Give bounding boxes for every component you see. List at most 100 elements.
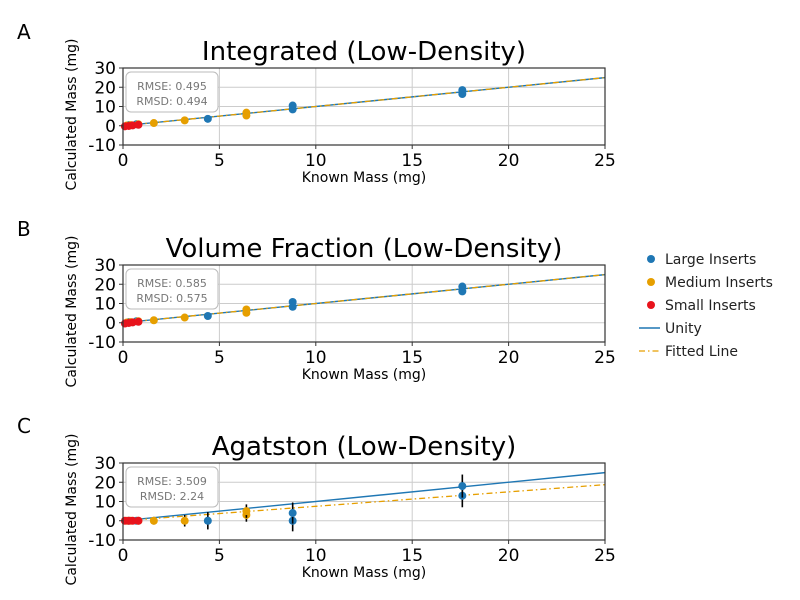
series-small-inserts	[120, 317, 143, 328]
data-point	[242, 108, 251, 117]
legend-label: Unity	[665, 321, 702, 337]
panel-title: Volume Fraction (Low-Density)	[166, 234, 563, 264]
x-tick-label: 20	[498, 348, 520, 368]
legend-marker	[647, 255, 655, 263]
y-tick-label: 10	[94, 295, 116, 315]
y-tick-label: 20	[94, 275, 116, 295]
stats-box: RMSE: 0.495 RMSD: 0.494	[125, 71, 219, 113]
legend-label: Large Inserts	[665, 252, 756, 268]
y-tick-label: 20	[94, 78, 116, 98]
data-point	[458, 282, 467, 291]
x-tick-label: 20	[498, 546, 520, 566]
data-point	[203, 516, 212, 525]
stats-box-frame	[125, 71, 219, 113]
y-tick-label: 0	[105, 117, 116, 137]
data-point	[458, 482, 467, 491]
legend-marker	[647, 301, 655, 309]
x-tick-label: 5	[214, 546, 225, 566]
series-small-inserts	[120, 516, 143, 525]
rmse-text: RMSE: 0.495	[137, 80, 207, 93]
data-point	[149, 316, 158, 325]
rmsd-text: RMSD: 2.24	[140, 490, 204, 503]
panel-letter: C	[17, 414, 31, 438]
data-point	[134, 516, 143, 525]
x-tick-label: 0	[118, 151, 129, 171]
data-point	[203, 114, 212, 123]
legend-item: Fitted Line	[639, 344, 738, 360]
x-tick-label: 10	[305, 546, 327, 566]
unity-line	[122, 273, 606, 324]
stats-box: RMSE: 0.585 RMSD: 0.575	[125, 268, 219, 310]
legend-item: Unity	[639, 321, 702, 337]
data-point	[180, 313, 189, 322]
x-tick-label: 0	[118, 348, 129, 368]
rmse-text: RMSE: 0.585	[137, 277, 207, 290]
y-tick-label: 30	[94, 59, 116, 79]
x-tick-label: 25	[594, 151, 616, 171]
data-point	[128, 121, 137, 130]
data-point	[242, 305, 251, 314]
x-axis-label: Known Mass (mg)	[302, 367, 427, 383]
legend-label: Medium Inserts	[665, 275, 773, 291]
data-point	[128, 516, 137, 525]
x-tick-label: 15	[401, 546, 423, 566]
panel-b: B Volume Fraction (Low-Density) RMSE: 0.58…	[17, 217, 616, 387]
legend-item: Small Inserts	[647, 298, 756, 314]
y-tick-label: 30	[94, 454, 116, 474]
rmse-text: RMSE: 3.509	[137, 475, 207, 488]
data-point	[288, 297, 297, 306]
x-tick-label: 10	[305, 348, 327, 368]
data-point	[458, 86, 467, 95]
x-tick-label: 5	[214, 348, 225, 368]
y-tick-label: 10	[94, 493, 116, 513]
unity-line	[122, 471, 606, 522]
data-point	[134, 120, 143, 129]
x-tick-label: 20	[498, 151, 520, 171]
data-point	[149, 516, 158, 525]
legend: Large Inserts Medium Inserts Small Inserts…	[639, 252, 773, 360]
series-small-inserts	[120, 120, 143, 131]
legend-label: Small Inserts	[665, 298, 756, 314]
legend-item: Medium Inserts	[647, 275, 773, 291]
legend-label: Fitted Line	[665, 344, 738, 360]
y-tick-label: 30	[94, 256, 116, 276]
stats-box-frame	[125, 466, 219, 508]
x-tick-label: 25	[594, 546, 616, 566]
data-point	[134, 317, 143, 326]
panel-a: A Integrated (Low-Density) RMSE: 0.495 RMSD…	[17, 20, 616, 190]
stats-box-frame	[125, 268, 219, 310]
data-point	[149, 119, 158, 128]
y-tick-label: 0	[105, 512, 116, 532]
y-axis-label: Calculated Mass (mg)	[64, 39, 80, 191]
y-tick-label: -10	[88, 531, 116, 551]
y-axis-label: Calculated Mass (mg)	[64, 434, 80, 586]
data-point	[128, 318, 137, 327]
data-point	[288, 101, 297, 110]
y-axis-label: Calculated Mass (mg)	[64, 236, 80, 388]
data-point	[203, 312, 212, 321]
x-axis-label: Known Mass (mg)	[302, 170, 427, 186]
panel-letter: B	[17, 217, 31, 241]
x-tick-label: 10	[305, 151, 327, 171]
stats-box: RMSE: 3.509 RMSD: 2.24	[125, 466, 219, 508]
data-point	[180, 116, 189, 125]
y-tick-label: 0	[105, 314, 116, 334]
rmsd-text: RMSD: 0.575	[136, 292, 207, 305]
data-point	[288, 509, 297, 518]
x-axis-label: Known Mass (mg)	[302, 565, 427, 581]
y-tick-label: -10	[88, 136, 116, 156]
data-point	[180, 516, 189, 525]
rmsd-text: RMSD: 0.494	[136, 95, 207, 108]
panel-letter: A	[17, 20, 31, 44]
x-tick-label: 15	[401, 151, 423, 171]
panel-title: Agatston (Low-Density)	[212, 432, 517, 462]
x-tick-label: 15	[401, 348, 423, 368]
data-point	[242, 507, 251, 516]
unity-line	[122, 76, 606, 127]
y-tick-label: 20	[94, 473, 116, 493]
legend-marker	[647, 278, 655, 286]
panel-title: Integrated (Low-Density)	[202, 37, 526, 67]
x-tick-label: 0	[118, 546, 129, 566]
legend-item: Large Inserts	[647, 252, 756, 268]
